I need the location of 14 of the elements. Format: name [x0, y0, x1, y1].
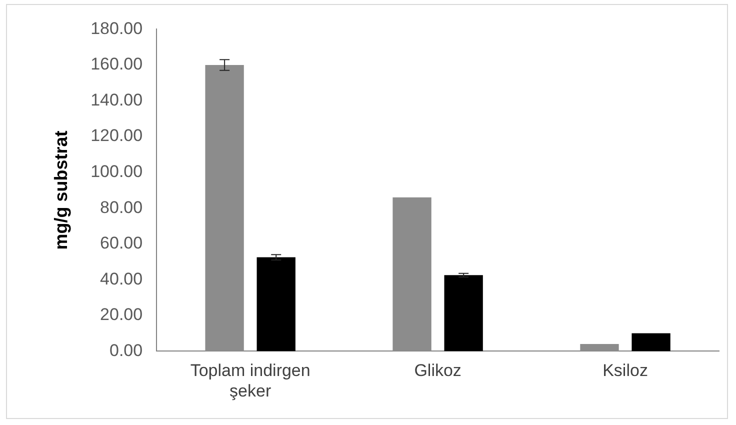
- x-tick-label: Toplam indirgen şeker: [190, 361, 310, 400]
- y-tick-label: 160.00: [90, 54, 143, 74]
- x-tick-label: Glikoz: [414, 361, 462, 380]
- y-tick-label: 100.00: [90, 162, 143, 181]
- y-tick-label: 40.00: [100, 269, 143, 288]
- y-tick-label: 80.00: [100, 198, 143, 217]
- y-tick-label: 20.00: [100, 305, 143, 324]
- y-tick-label: 140.00: [90, 90, 143, 110]
- y-axis-title: mg/g substrat: [50, 130, 71, 250]
- y-tick-label: 120.00: [90, 126, 143, 146]
- y-tick-label: 180.00: [90, 18, 143, 38]
- y-tick-label: 60.00: [100, 234, 143, 253]
- y-tick-label: 0.00: [110, 340, 143, 360]
- x-tick-label: Ksiloz: [602, 361, 648, 380]
